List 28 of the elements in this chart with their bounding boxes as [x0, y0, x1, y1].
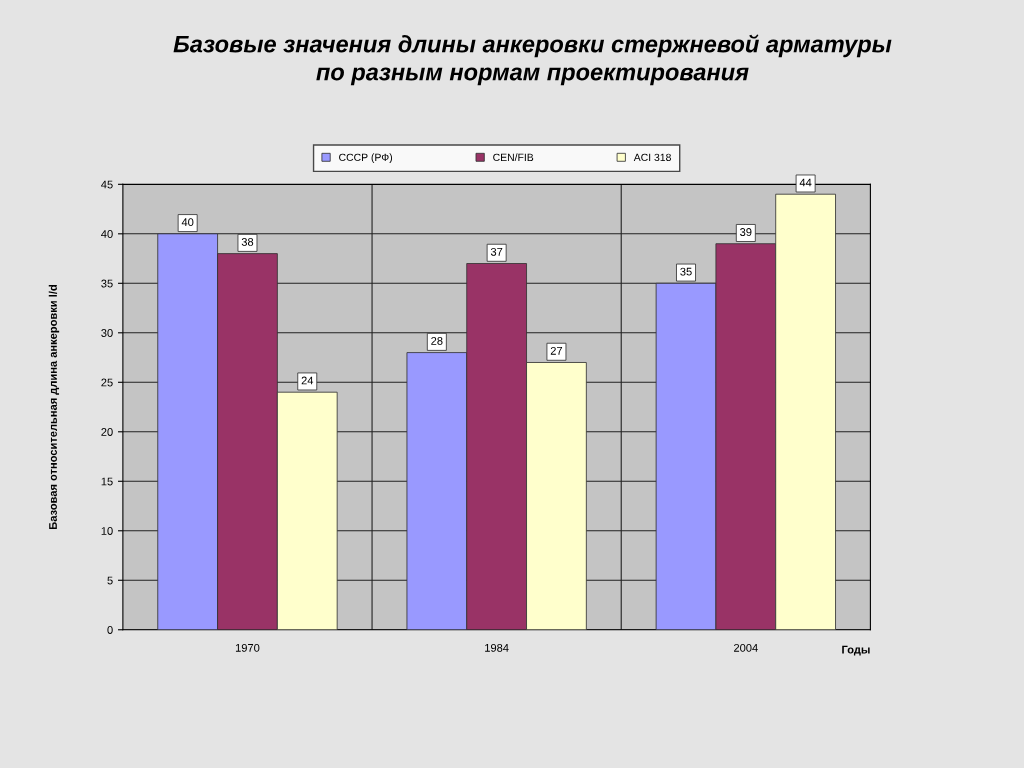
- y-tick-label: 30: [101, 329, 113, 337]
- x-tick-label: 1984: [485, 643, 509, 652]
- y-tick-label: 5: [107, 576, 113, 585]
- x-tick-label: 1970: [235, 643, 260, 652]
- y-tick-label: 15: [101, 477, 113, 486]
- y-tick-label: 40: [101, 230, 113, 238]
- data-label: 28: [431, 336, 443, 345]
- data-label: 39: [740, 228, 752, 236]
- legend-label: ACI 318: [633, 153, 671, 162]
- y-tick-label: 0: [107, 626, 113, 634]
- x-tick-label: 2004: [734, 643, 758, 652]
- data-label: 44: [799, 178, 812, 187]
- data-label: 38: [241, 237, 254, 246]
- y-tick-label: 20: [101, 428, 113, 436]
- y-tick-label: 45: [101, 180, 113, 189]
- x-axis-title: Годы: [842, 645, 870, 656]
- legend-label: СССР (РФ): [339, 153, 393, 164]
- data-label: 40: [181, 218, 194, 227]
- data-label: 24: [301, 376, 314, 385]
- chart-title: Базовые значения длины анкеровки стержневой арматуры по разным нормам проектирования: [173, 34, 892, 86]
- data-label: 35: [680, 267, 692, 276]
- y-axis-title: Базовая относительная длина анкеровки l/d: [48, 285, 60, 530]
- legend-label: CEN/FIB: [493, 153, 534, 162]
- y-tick-label: 10: [101, 527, 113, 535]
- y-tick-label: 35: [101, 279, 113, 288]
- y-tick-label: 25: [101, 378, 113, 387]
- data-label: 37: [490, 247, 503, 256]
- data-label: 27: [550, 346, 563, 355]
